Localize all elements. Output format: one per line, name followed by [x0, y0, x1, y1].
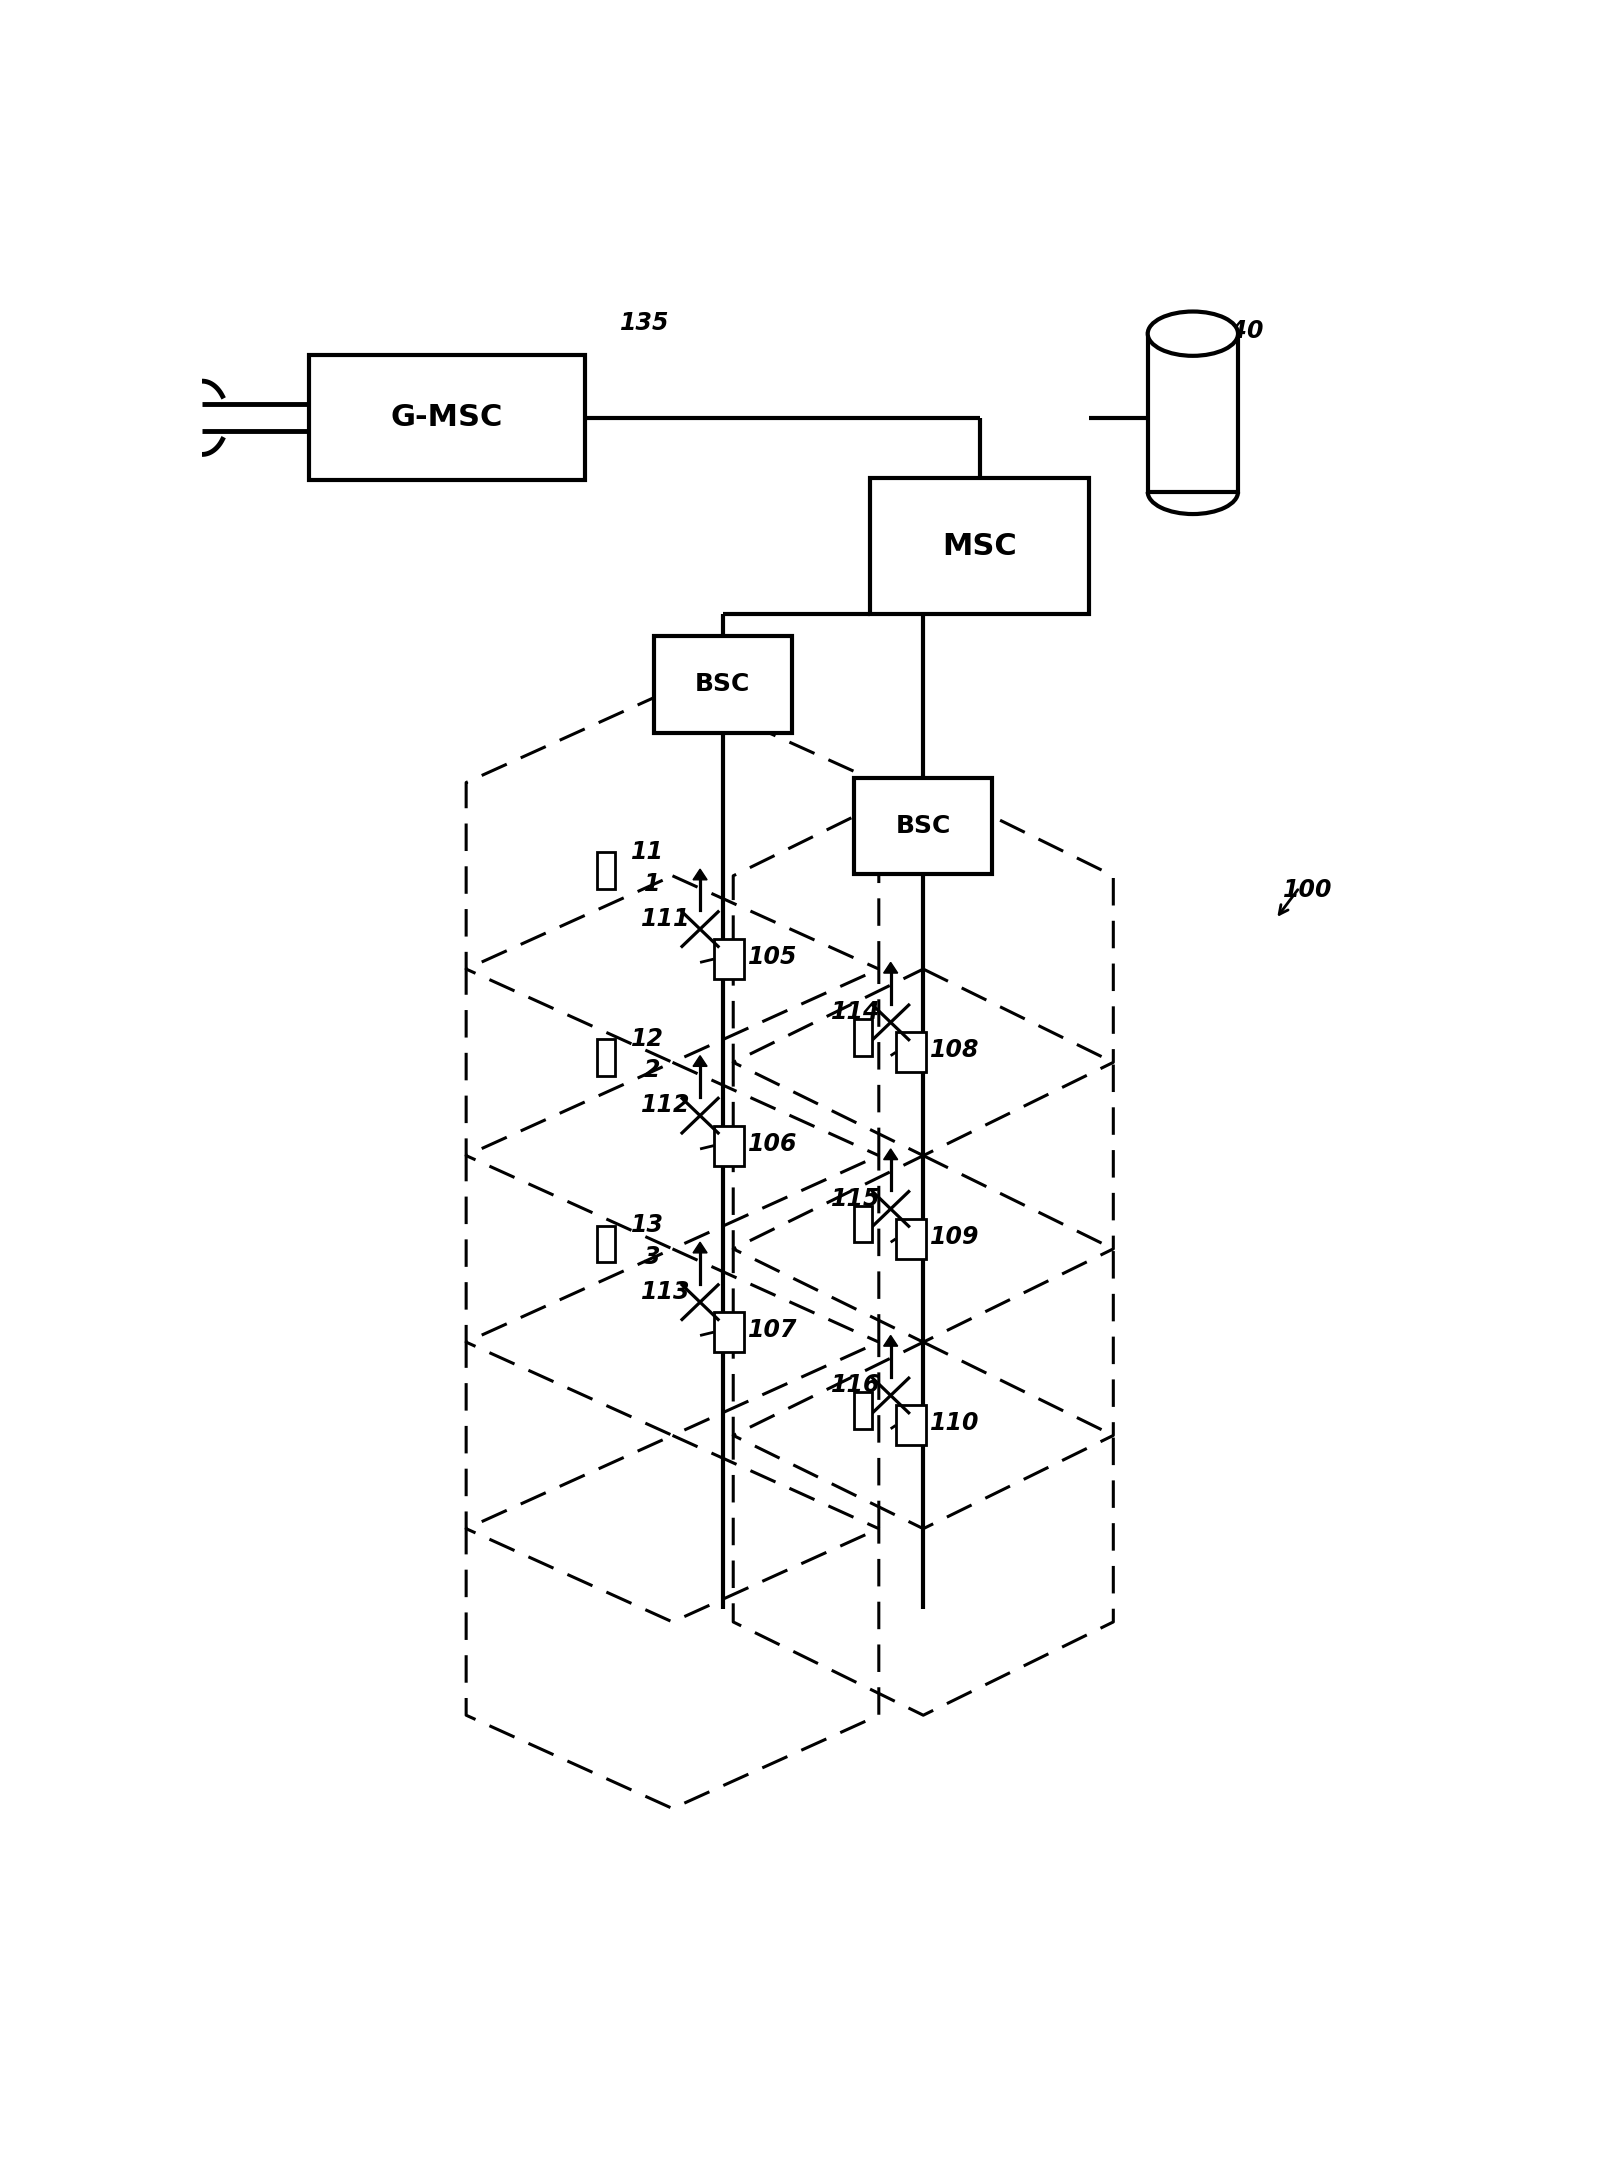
Bar	[854, 1205, 872, 1242]
Bar	[854, 1019, 872, 1056]
Bar	[896, 1406, 925, 1445]
Polygon shape	[693, 870, 707, 880]
Bar	[854, 777, 992, 874]
Bar	[854, 1393, 872, 1430]
Bar	[714, 1313, 744, 1352]
Text: 120: 120	[660, 651, 709, 675]
Bar	[714, 939, 744, 980]
Text: 13: 13	[631, 1213, 663, 1237]
Bar	[597, 852, 615, 889]
Text: BSC: BSC	[696, 673, 751, 696]
Text: 106: 106	[748, 1131, 798, 1155]
Bar	[896, 1220, 925, 1259]
Polygon shape	[883, 1335, 898, 1345]
Bar	[309, 355, 584, 480]
Bar	[896, 1032, 925, 1073]
Text: 111: 111	[641, 906, 689, 930]
Text: 109: 109	[929, 1224, 979, 1248]
Text: 135: 135	[620, 311, 670, 335]
Ellipse shape	[1147, 311, 1238, 357]
Bar	[1147, 333, 1238, 491]
Text: BSC: BSC	[896, 813, 951, 837]
Text: 100: 100	[1283, 878, 1333, 902]
Text: 3: 3	[644, 1246, 660, 1270]
Bar	[597, 1226, 615, 1263]
Text: 1: 1	[644, 872, 660, 895]
Polygon shape	[883, 1149, 898, 1159]
Polygon shape	[883, 963, 898, 973]
Text: 107: 107	[748, 1317, 798, 1343]
Text: G-MSC: G-MSC	[390, 402, 503, 433]
Text: 110: 110	[929, 1412, 979, 1436]
Text: 115: 115	[832, 1187, 880, 1211]
Text: 112: 112	[641, 1092, 689, 1118]
Text: 12: 12	[631, 1027, 663, 1051]
Bar	[597, 1038, 615, 1075]
Text: 140: 140	[1215, 318, 1265, 344]
Text: 2: 2	[644, 1058, 660, 1082]
Text: 113: 113	[641, 1280, 689, 1304]
Text: 116: 116	[832, 1374, 880, 1397]
Text: MSC: MSC	[942, 532, 1018, 560]
Text: 11: 11	[631, 839, 663, 865]
Text: 125: 125	[935, 794, 985, 818]
Polygon shape	[693, 1242, 707, 1252]
Bar	[870, 478, 1089, 614]
Polygon shape	[693, 1056, 707, 1066]
Bar	[714, 1125, 744, 1166]
Text: 105: 105	[748, 945, 798, 969]
Bar	[654, 636, 791, 733]
Text: 108: 108	[929, 1038, 979, 1062]
Text: 130: 130	[997, 578, 1045, 601]
Text: 114: 114	[832, 999, 880, 1023]
